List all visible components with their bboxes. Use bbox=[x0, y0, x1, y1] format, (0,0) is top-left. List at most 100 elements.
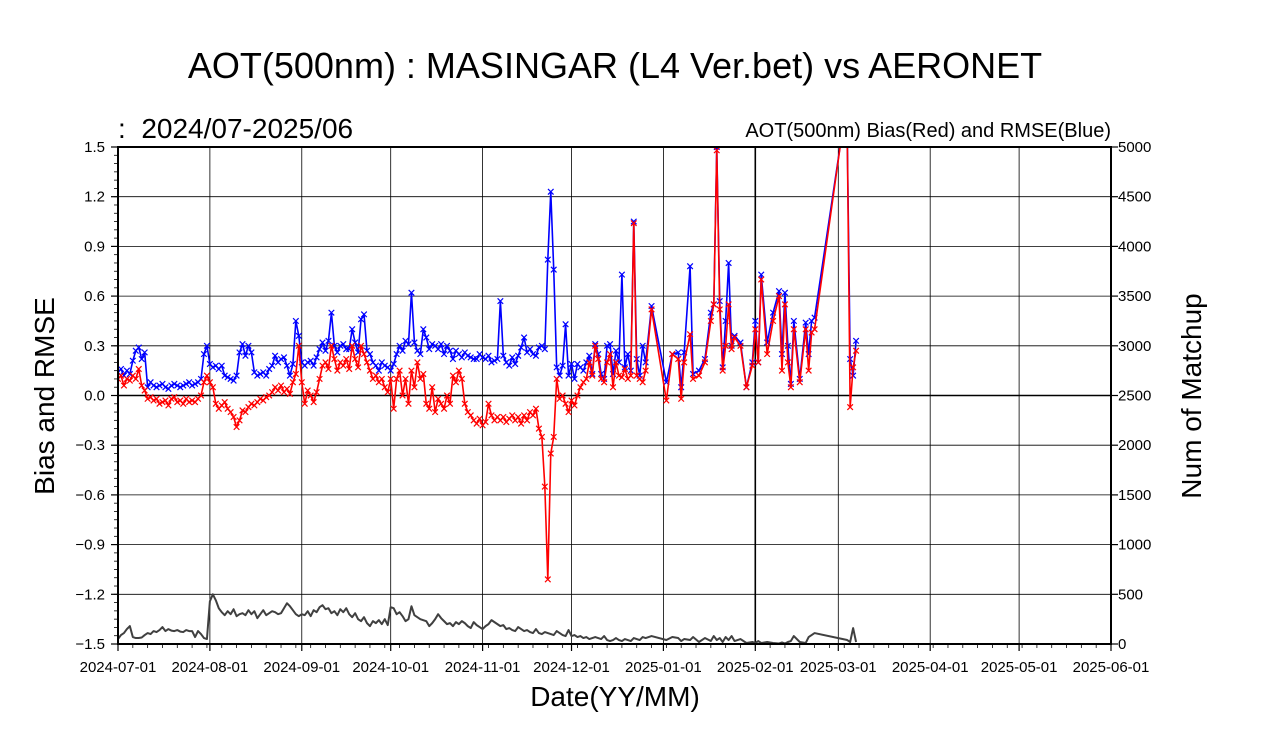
x-tick-label: 2024-12-01 bbox=[533, 659, 610, 676]
data-point-rmse bbox=[230, 377, 237, 384]
y-tick-label: 0.3 bbox=[84, 338, 105, 355]
data-point-rmse bbox=[494, 355, 501, 363]
data-point-bias bbox=[414, 359, 421, 366]
x-tick-label: 2025-04-01 bbox=[892, 659, 969, 676]
data-point-bias bbox=[351, 355, 359, 363]
data-point-rmse bbox=[310, 362, 317, 369]
data-point-bias bbox=[476, 415, 483, 422]
data-point-rmse bbox=[257, 370, 264, 378]
data-point-rmse bbox=[541, 345, 549, 353]
data-point-rmse bbox=[437, 340, 445, 348]
data-point-bias bbox=[446, 400, 454, 408]
data-point-bias bbox=[686, 330, 694, 338]
data-point-bias bbox=[348, 342, 356, 350]
data-point-bias bbox=[325, 365, 332, 373]
data-point-rmse bbox=[162, 383, 169, 391]
data-point-bias bbox=[532, 405, 540, 412]
data-point-rmse bbox=[559, 362, 566, 369]
data-point-bias bbox=[144, 395, 151, 403]
data-point-bias bbox=[301, 400, 308, 408]
series-matchup bbox=[118, 593, 858, 644]
data-point-bias bbox=[586, 359, 593, 366]
data-point-bias bbox=[680, 359, 688, 366]
data-point-rmse bbox=[547, 188, 554, 195]
data-point-rmse bbox=[426, 345, 433, 353]
y-tick-label: 0.6 bbox=[84, 288, 105, 305]
data-point-bias bbox=[574, 392, 581, 399]
data-point-rmse bbox=[168, 382, 175, 389]
data-point-bias bbox=[126, 377, 134, 384]
data-point-bias bbox=[197, 392, 205, 399]
data-point-bias bbox=[639, 379, 646, 386]
data-point-bias bbox=[541, 483, 549, 490]
data-point-bias bbox=[716, 306, 723, 313]
data-point-rmse bbox=[319, 339, 326, 346]
data-point-bias bbox=[517, 420, 525, 427]
y-tick-labels: 1.5 1.2 0.9 0.6 0.3 0.0 −0.3 −0.6 −0.9 −1.2 −1.5 bbox=[75, 139, 105, 653]
data-point-rmse bbox=[467, 354, 474, 361]
data-point-bias bbox=[648, 306, 655, 313]
series-bias bbox=[118, 147, 860, 583]
data-point-bias bbox=[544, 576, 552, 583]
data-point-bias bbox=[609, 383, 617, 391]
data-point-bias bbox=[120, 382, 128, 389]
y-tick-label: 0.0 bbox=[84, 388, 105, 405]
data-point-rmse bbox=[592, 340, 599, 348]
data-point-rmse bbox=[280, 354, 288, 361]
data-point-rmse bbox=[485, 352, 492, 359]
data-point-rmse bbox=[203, 342, 211, 350]
data-point-rmse bbox=[360, 311, 368, 318]
data-point-bias bbox=[372, 372, 380, 379]
series-line-matchup bbox=[118, 593, 858, 644]
data-point-rmse bbox=[118, 365, 125, 373]
data-point-rmse bbox=[366, 350, 374, 358]
data-point-rmse bbox=[396, 342, 403, 350]
data-point-rmse bbox=[283, 362, 291, 369]
data-point-bias bbox=[417, 375, 424, 383]
series-rmse bbox=[118, 147, 860, 393]
data-point-bias bbox=[488, 412, 495, 419]
data-point-bias bbox=[731, 334, 738, 341]
data-point-bias bbox=[310, 398, 317, 406]
data-point-bias bbox=[618, 374, 626, 381]
data-point-bias bbox=[758, 276, 765, 283]
data-point-bias bbox=[514, 413, 522, 421]
data-point-rmse bbox=[277, 355, 285, 363]
data-point-bias bbox=[239, 407, 246, 414]
data-point-bias bbox=[212, 400, 220, 408]
data-point-rmse bbox=[790, 317, 798, 325]
data-point-rmse bbox=[500, 352, 507, 359]
data-point-rmse bbox=[372, 362, 380, 369]
data-point-rmse bbox=[639, 342, 646, 350]
data-point-rmse bbox=[271, 352, 279, 359]
data-point-rmse bbox=[440, 350, 448, 358]
data-point-bias bbox=[500, 413, 507, 421]
data-point-rmse bbox=[446, 347, 454, 354]
data-point-rmse bbox=[322, 347, 329, 354]
data-point-rmse bbox=[553, 364, 560, 371]
data-point-bias bbox=[393, 375, 400, 383]
data-point-bias bbox=[153, 395, 160, 403]
data-point-rmse bbox=[458, 354, 466, 361]
data-point-bias bbox=[669, 350, 676, 358]
data-point-rmse bbox=[179, 382, 187, 389]
data-point-rmse bbox=[227, 375, 234, 383]
data-point-bias bbox=[755, 359, 762, 366]
data-point-rmse bbox=[286, 372, 294, 379]
data-point-rmse bbox=[423, 334, 430, 341]
data-point-bias bbox=[592, 342, 599, 350]
data-point-rmse bbox=[621, 364, 629, 371]
x-tick-label: 2024-10-01 bbox=[352, 659, 429, 676]
y2-tick-label: 3500 bbox=[1118, 288, 1151, 305]
data-point-bias bbox=[707, 317, 715, 325]
data-point-bias bbox=[328, 342, 335, 350]
data-point-bias bbox=[420, 370, 427, 378]
data-point-rmse bbox=[126, 370, 134, 378]
data-point-rmse bbox=[171, 380, 178, 388]
data-point-rmse bbox=[511, 360, 519, 368]
data-point-rmse bbox=[262, 372, 270, 379]
data-point-bias bbox=[577, 383, 584, 391]
data-point-bias bbox=[763, 350, 771, 358]
y2-tick-label: 5000 bbox=[1118, 139, 1151, 156]
data-point-bias bbox=[384, 388, 391, 396]
